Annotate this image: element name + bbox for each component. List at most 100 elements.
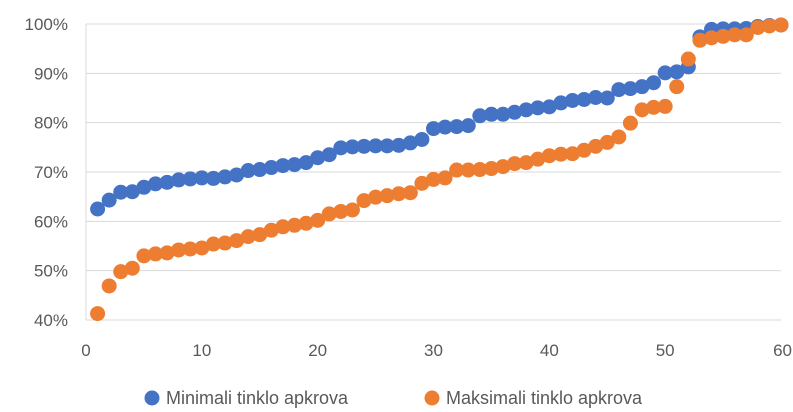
data-point bbox=[541, 99, 557, 115]
data-point bbox=[321, 206, 337, 222]
data-point bbox=[599, 90, 615, 106]
data-point bbox=[310, 150, 326, 166]
x-tick-label: 10 bbox=[192, 341, 211, 360]
data-point bbox=[460, 118, 476, 134]
data-point bbox=[426, 171, 441, 187]
data-point bbox=[229, 167, 245, 183]
data-point bbox=[101, 192, 117, 208]
data-point bbox=[205, 236, 221, 252]
data-point bbox=[495, 106, 511, 122]
data-point bbox=[472, 162, 488, 178]
data-point bbox=[124, 260, 140, 276]
data-point bbox=[483, 106, 499, 122]
y-tick-label: 50% bbox=[34, 262, 68, 281]
legend-label: Maksimali tinklo apkrova bbox=[446, 388, 643, 408]
data-point bbox=[622, 81, 638, 97]
legend: Minimali tinklo apkrova Maksimali tinklo … bbox=[144, 388, 643, 408]
data-point bbox=[611, 82, 627, 98]
data-point bbox=[194, 170, 210, 186]
data-point bbox=[205, 170, 221, 186]
data-point bbox=[148, 246, 163, 262]
data-point bbox=[136, 248, 152, 264]
data-point bbox=[368, 189, 384, 205]
y-tick-label: 80% bbox=[34, 114, 68, 133]
data-point bbox=[634, 79, 650, 95]
data-point bbox=[333, 203, 349, 219]
data-point bbox=[669, 64, 685, 80]
legend-marker bbox=[424, 390, 440, 406]
data-point bbox=[356, 138, 372, 154]
data-points bbox=[90, 17, 789, 322]
data-point bbox=[449, 162, 465, 178]
data-point bbox=[646, 75, 662, 91]
data-point bbox=[530, 151, 546, 167]
x-tick-label: 50 bbox=[656, 341, 675, 360]
data-point bbox=[275, 219, 291, 235]
data-point bbox=[159, 245, 175, 261]
data-point bbox=[692, 32, 708, 48]
data-point bbox=[368, 138, 384, 154]
data-point bbox=[379, 138, 395, 154]
data-point bbox=[437, 119, 453, 135]
data-point bbox=[761, 18, 777, 34]
data-point bbox=[391, 137, 407, 153]
data-point bbox=[252, 227, 268, 243]
data-point bbox=[704, 30, 719, 46]
data-point bbox=[344, 139, 360, 155]
data-point bbox=[333, 140, 349, 156]
y-tick-label: 70% bbox=[34, 163, 68, 182]
data-point bbox=[472, 108, 488, 124]
data-point bbox=[194, 240, 210, 256]
y-tick-label: 60% bbox=[34, 212, 68, 231]
data-point bbox=[159, 174, 175, 190]
data-point bbox=[669, 79, 685, 95]
data-point bbox=[576, 142, 592, 158]
data-point bbox=[738, 27, 754, 43]
data-point bbox=[599, 134, 615, 150]
data-point bbox=[101, 278, 117, 294]
legend-marker bbox=[144, 390, 160, 406]
data-point bbox=[657, 65, 673, 81]
gridlines bbox=[86, 23, 781, 272]
data-point bbox=[449, 119, 465, 135]
data-point bbox=[90, 306, 106, 322]
data-point bbox=[565, 146, 580, 162]
x-tick-label: 20 bbox=[308, 341, 327, 360]
data-point bbox=[402, 185, 418, 201]
data-point bbox=[507, 104, 523, 120]
y-tick-label: 100% bbox=[25, 15, 68, 34]
data-point bbox=[217, 235, 233, 251]
data-point bbox=[229, 233, 245, 249]
y-tick-label: 90% bbox=[34, 64, 68, 83]
data-point bbox=[553, 95, 569, 111]
data-point bbox=[263, 222, 279, 238]
data-point bbox=[507, 156, 523, 172]
data-point bbox=[773, 17, 789, 33]
data-point bbox=[518, 155, 534, 171]
data-point bbox=[298, 155, 314, 171]
data-point bbox=[275, 158, 291, 174]
data-point bbox=[124, 184, 140, 200]
data-point bbox=[287, 157, 302, 173]
data-point bbox=[657, 98, 673, 114]
y-tick-labels: 40% 50% 60% 70% 80% 90% 100% bbox=[25, 15, 68, 330]
data-point bbox=[263, 160, 279, 176]
data-point bbox=[240, 229, 256, 245]
x-tick-labels: 0 10 20 30 40 50 60 bbox=[81, 341, 792, 360]
x-tick-label: 0 bbox=[81, 341, 90, 360]
data-point bbox=[217, 169, 233, 185]
data-point bbox=[680, 51, 696, 67]
data-point bbox=[287, 217, 302, 233]
data-point bbox=[518, 102, 534, 118]
data-point bbox=[310, 212, 326, 228]
data-point bbox=[622, 115, 638, 131]
data-point bbox=[414, 175, 430, 191]
data-point bbox=[252, 162, 268, 178]
data-point bbox=[715, 28, 731, 44]
data-point bbox=[113, 264, 129, 280]
data-point bbox=[588, 90, 604, 106]
data-point bbox=[182, 171, 198, 187]
data-point bbox=[344, 202, 360, 218]
data-point bbox=[171, 242, 187, 258]
